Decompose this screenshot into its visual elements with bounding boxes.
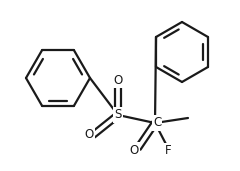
Text: S: S bbox=[114, 109, 122, 122]
Text: O: O bbox=[129, 143, 139, 156]
Text: C: C bbox=[153, 116, 161, 129]
Text: O: O bbox=[84, 128, 94, 141]
Text: F: F bbox=[165, 144, 171, 157]
Text: O: O bbox=[113, 74, 123, 87]
